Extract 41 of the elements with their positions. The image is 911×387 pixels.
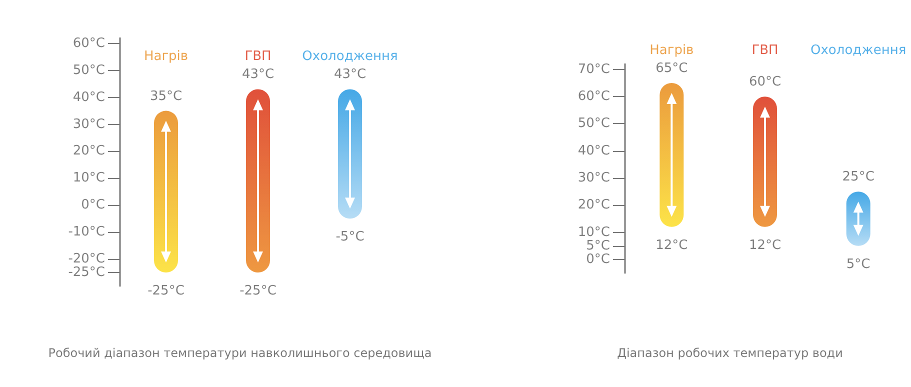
annotation: -25°C	[240, 284, 276, 299]
annotation: 60°C	[748, 74, 782, 90]
text: Робочий діапазон температури навколишнього середовища	[48, 346, 432, 360]
bar	[753, 96, 777, 227]
annotation: 25°C	[842, 170, 874, 185]
x-tick-label: Охолодження	[302, 49, 398, 64]
y-tick-label: 10°C	[578, 224, 610, 240]
y-tick-label: 40°C	[72, 90, 105, 105]
y-tick-label: 40°C	[578, 143, 610, 158]
y-tick-label: 20°C	[72, 144, 105, 159]
x-tick-label: Нагрів	[144, 49, 188, 64]
x-tick-label: ГВП	[752, 43, 778, 58]
y-tick-label: -10°C	[68, 224, 105, 240]
bar	[660, 83, 684, 227]
x-tick-label: ГВП	[244, 49, 272, 64]
y-tick-label: -25°C	[68, 265, 105, 280]
y-tick-label: 20°C	[578, 198, 610, 213]
y-tick-label: 50°C	[578, 116, 610, 132]
y-tick-label: 50°C	[72, 62, 105, 78]
y-tick-label: 10°C	[72, 170, 105, 186]
y-tick-label: 0°C	[586, 252, 610, 267]
y-tick-label: 60°C	[578, 89, 610, 104]
annotation: -25°C	[148, 284, 184, 299]
y-tick-label: 70°C	[578, 62, 610, 77]
annotation: 5°C	[846, 256, 870, 272]
annotation: 12°C	[656, 238, 688, 253]
y-tick-label: 60°C	[72, 36, 105, 51]
x-tick-label: Охолодження	[810, 43, 906, 58]
y-tick-label: -20°C	[68, 252, 105, 267]
annotation: 12°C	[748, 238, 782, 253]
annotation: 35°C	[150, 88, 182, 104]
annotation: 43°C	[242, 67, 274, 82]
annotation: 43°C	[334, 67, 366, 82]
y-tick-label: 5°C	[586, 238, 610, 254]
y-tick-label: 30°C	[578, 170, 610, 186]
text: Діапазон робочих температур води	[617, 346, 843, 360]
annotation: 65°C	[656, 61, 688, 76]
y-tick-label: 0°C	[81, 198, 105, 213]
annotation: -5°C	[336, 230, 364, 245]
y-tick-label: 30°C	[72, 116, 105, 132]
x-tick-label: Нагрів	[650, 43, 694, 58]
